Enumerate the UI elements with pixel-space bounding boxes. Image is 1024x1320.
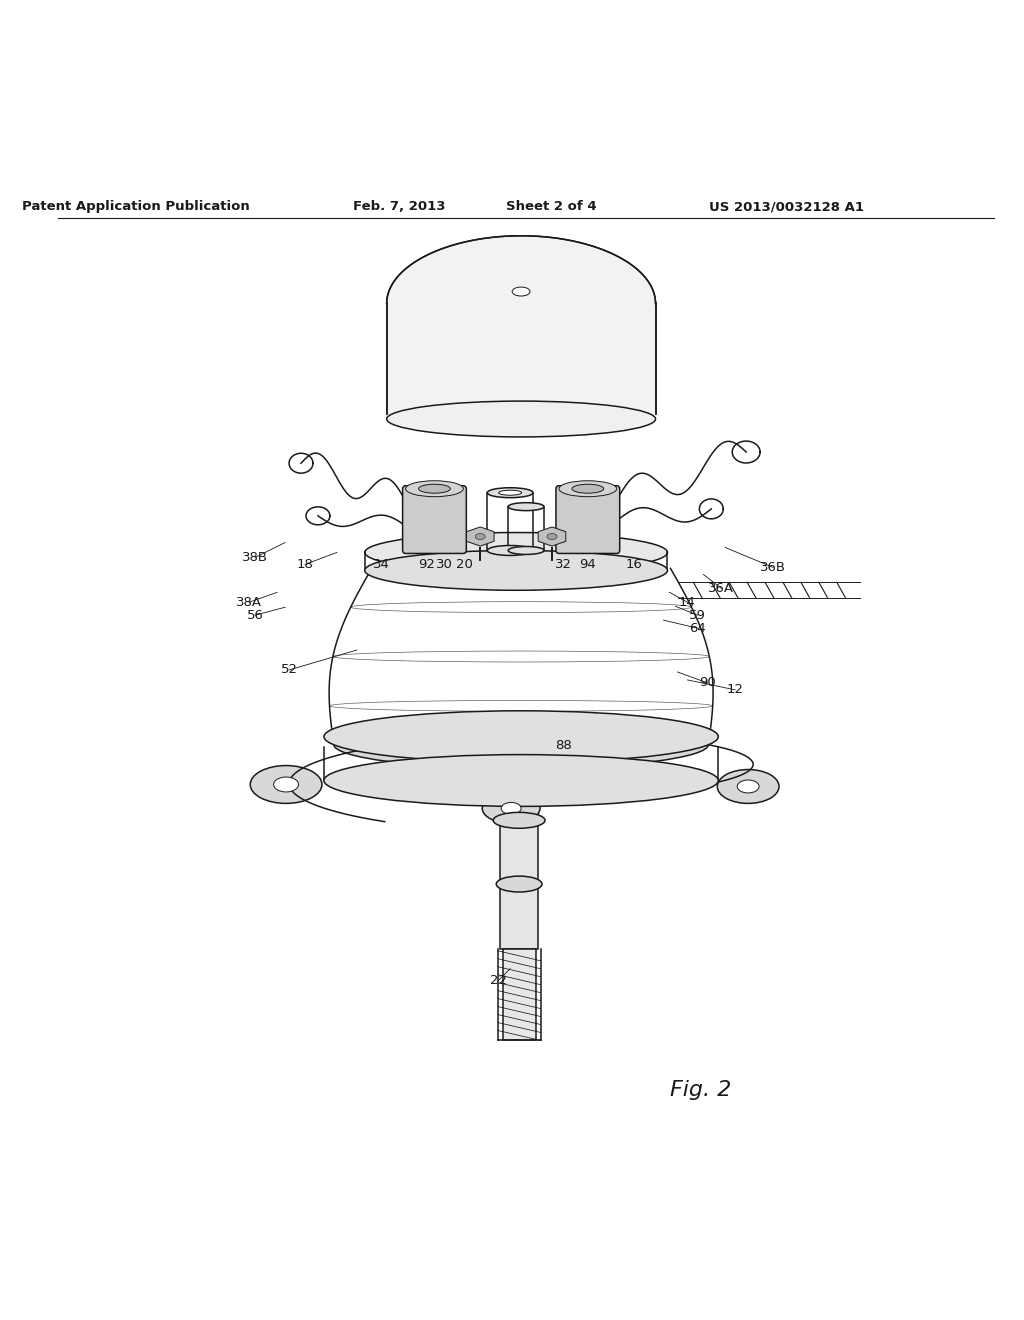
Text: 52: 52 bbox=[281, 664, 298, 676]
Text: 36A: 36A bbox=[709, 582, 734, 595]
Ellipse shape bbox=[419, 484, 451, 494]
Ellipse shape bbox=[324, 755, 718, 807]
Text: 12: 12 bbox=[727, 684, 743, 697]
Ellipse shape bbox=[717, 770, 779, 804]
Text: 38A: 38A bbox=[237, 595, 262, 609]
Text: 22: 22 bbox=[489, 974, 507, 987]
Text: US 2013/0032128 A1: US 2013/0032128 A1 bbox=[710, 201, 864, 214]
Ellipse shape bbox=[487, 487, 534, 498]
Text: 38B: 38B bbox=[243, 550, 268, 564]
Ellipse shape bbox=[508, 503, 544, 511]
Text: 64: 64 bbox=[689, 622, 706, 635]
Ellipse shape bbox=[406, 480, 463, 496]
Text: 36B: 36B bbox=[760, 561, 786, 574]
Ellipse shape bbox=[499, 490, 521, 495]
Ellipse shape bbox=[273, 777, 299, 792]
Ellipse shape bbox=[501, 803, 521, 814]
Text: 16: 16 bbox=[626, 558, 642, 570]
Ellipse shape bbox=[324, 710, 718, 763]
Text: 18: 18 bbox=[297, 558, 313, 570]
Text: 34: 34 bbox=[374, 558, 390, 570]
Ellipse shape bbox=[475, 533, 485, 540]
Text: Sheet 2 of 4: Sheet 2 of 4 bbox=[506, 201, 596, 214]
Ellipse shape bbox=[482, 793, 540, 824]
Polygon shape bbox=[467, 527, 494, 546]
Text: 59: 59 bbox=[689, 609, 706, 622]
Bar bbox=[503, 949, 536, 1040]
Ellipse shape bbox=[250, 766, 322, 804]
FancyBboxPatch shape bbox=[556, 486, 620, 553]
Text: Fig. 2: Fig. 2 bbox=[670, 1080, 731, 1100]
Ellipse shape bbox=[494, 812, 545, 828]
Ellipse shape bbox=[559, 480, 616, 496]
Ellipse shape bbox=[497, 876, 542, 892]
FancyBboxPatch shape bbox=[402, 486, 466, 553]
Ellipse shape bbox=[572, 484, 604, 494]
Ellipse shape bbox=[365, 532, 668, 573]
Ellipse shape bbox=[365, 550, 668, 590]
Ellipse shape bbox=[334, 721, 709, 768]
Text: 88: 88 bbox=[556, 739, 572, 752]
Polygon shape bbox=[539, 527, 566, 546]
Text: Feb. 7, 2013: Feb. 7, 2013 bbox=[353, 201, 445, 214]
Text: 56: 56 bbox=[247, 609, 263, 622]
Text: 94: 94 bbox=[580, 558, 596, 570]
Ellipse shape bbox=[487, 545, 534, 556]
Text: 90: 90 bbox=[699, 676, 716, 689]
Text: 32: 32 bbox=[555, 558, 572, 570]
Text: 30: 30 bbox=[436, 558, 453, 570]
Polygon shape bbox=[387, 236, 655, 418]
Ellipse shape bbox=[737, 780, 759, 793]
Text: 20: 20 bbox=[456, 558, 473, 570]
Ellipse shape bbox=[547, 533, 557, 540]
Text: Patent Application Publication: Patent Application Publication bbox=[22, 201, 250, 214]
Text: 14: 14 bbox=[679, 595, 696, 609]
Ellipse shape bbox=[512, 286, 530, 296]
Bar bbox=[500, 791, 538, 949]
Ellipse shape bbox=[387, 401, 655, 437]
Text: 92: 92 bbox=[418, 558, 435, 570]
Ellipse shape bbox=[508, 546, 544, 554]
